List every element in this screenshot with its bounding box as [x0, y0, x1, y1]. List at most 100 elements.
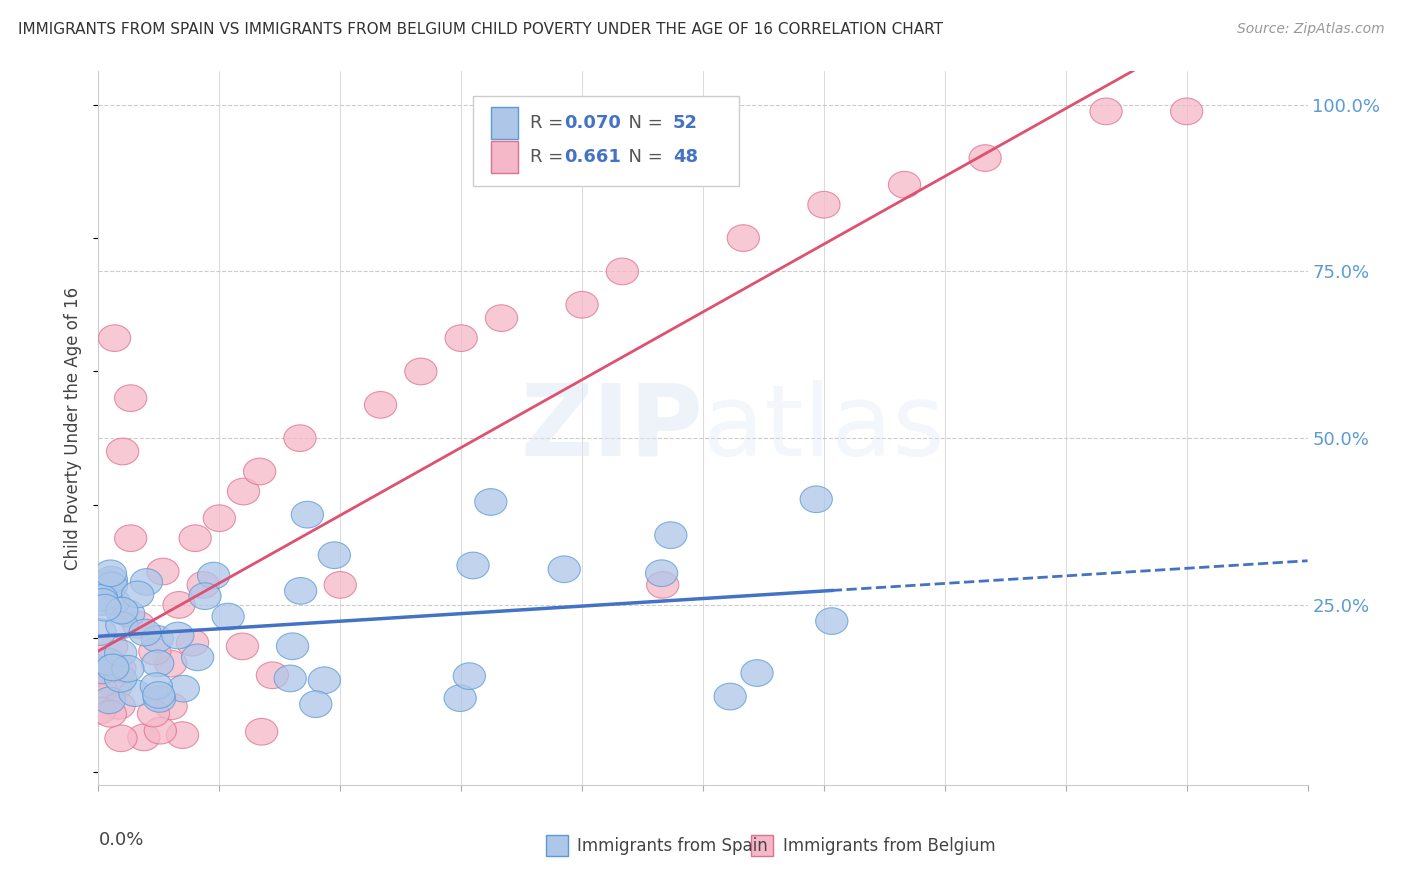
Ellipse shape [226, 633, 259, 660]
Ellipse shape [97, 588, 129, 615]
Ellipse shape [97, 654, 129, 681]
Ellipse shape [162, 623, 194, 648]
Ellipse shape [179, 524, 211, 551]
Ellipse shape [142, 650, 174, 677]
Ellipse shape [111, 656, 143, 682]
Bar [546, 835, 568, 856]
Text: Immigrants from Belgium: Immigrants from Belgium [783, 837, 995, 855]
Text: R =: R = [530, 148, 569, 166]
Ellipse shape [96, 633, 128, 660]
Text: Immigrants from Spain: Immigrants from Spain [578, 837, 768, 855]
Text: N =: N = [617, 148, 669, 166]
Ellipse shape [364, 392, 396, 418]
Ellipse shape [93, 570, 125, 597]
Ellipse shape [128, 724, 160, 751]
Ellipse shape [86, 584, 118, 611]
Ellipse shape [606, 258, 638, 285]
Ellipse shape [212, 603, 245, 630]
Ellipse shape [457, 552, 489, 579]
Ellipse shape [167, 675, 200, 702]
Ellipse shape [138, 700, 170, 727]
Ellipse shape [284, 577, 316, 604]
Ellipse shape [97, 654, 129, 681]
Ellipse shape [86, 677, 118, 704]
Ellipse shape [485, 305, 517, 332]
Ellipse shape [188, 582, 221, 609]
Ellipse shape [567, 292, 598, 318]
Text: atlas: atlas [703, 380, 945, 476]
Ellipse shape [91, 648, 124, 675]
Ellipse shape [155, 693, 187, 720]
Ellipse shape [446, 325, 477, 351]
Ellipse shape [655, 522, 688, 549]
Ellipse shape [741, 660, 773, 686]
Text: Source: ZipAtlas.com: Source: ZipAtlas.com [1237, 22, 1385, 37]
Ellipse shape [714, 683, 747, 710]
Ellipse shape [256, 662, 288, 689]
Ellipse shape [163, 591, 195, 618]
Ellipse shape [141, 673, 173, 699]
Ellipse shape [100, 674, 132, 701]
Ellipse shape [103, 692, 135, 719]
Ellipse shape [444, 685, 477, 712]
Ellipse shape [969, 145, 1001, 171]
Ellipse shape [104, 656, 136, 682]
Ellipse shape [104, 640, 136, 666]
Text: R =: R = [530, 114, 569, 132]
Bar [492, 141, 517, 173]
Ellipse shape [94, 560, 127, 587]
Ellipse shape [86, 657, 118, 684]
Ellipse shape [84, 619, 117, 645]
Ellipse shape [107, 438, 139, 465]
Ellipse shape [105, 725, 138, 752]
Ellipse shape [96, 573, 128, 599]
Ellipse shape [299, 691, 332, 717]
Text: ZIP: ZIP [520, 380, 703, 476]
Ellipse shape [1171, 98, 1202, 125]
Ellipse shape [93, 687, 125, 714]
Ellipse shape [96, 566, 128, 593]
Text: 0.0%: 0.0% [98, 831, 143, 849]
Y-axis label: Child Poverty Under the Age of 16: Child Poverty Under the Age of 16 [65, 286, 83, 570]
Ellipse shape [105, 598, 138, 624]
Text: 0.070: 0.070 [564, 114, 621, 132]
Ellipse shape [291, 501, 323, 528]
Bar [492, 107, 517, 139]
Ellipse shape [187, 572, 219, 599]
Ellipse shape [645, 560, 678, 587]
Ellipse shape [243, 458, 276, 485]
Ellipse shape [197, 562, 229, 589]
Ellipse shape [87, 589, 120, 615]
Ellipse shape [800, 486, 832, 513]
Text: 52: 52 [673, 114, 697, 132]
Ellipse shape [145, 717, 177, 744]
Ellipse shape [204, 505, 235, 532]
Ellipse shape [98, 325, 131, 351]
Ellipse shape [143, 686, 176, 712]
Ellipse shape [131, 568, 163, 595]
Ellipse shape [889, 171, 921, 198]
Ellipse shape [325, 572, 356, 599]
Ellipse shape [181, 644, 214, 671]
Text: N =: N = [617, 114, 669, 132]
Ellipse shape [129, 619, 162, 646]
Ellipse shape [308, 667, 340, 694]
Ellipse shape [1090, 98, 1122, 125]
Ellipse shape [808, 192, 839, 218]
Ellipse shape [815, 607, 848, 634]
Ellipse shape [166, 722, 198, 748]
Ellipse shape [274, 665, 307, 692]
Ellipse shape [453, 663, 485, 690]
Ellipse shape [727, 225, 759, 252]
Ellipse shape [548, 556, 581, 582]
Ellipse shape [228, 478, 260, 505]
Ellipse shape [122, 612, 155, 639]
Ellipse shape [112, 600, 145, 627]
Ellipse shape [89, 594, 121, 621]
Ellipse shape [141, 625, 173, 652]
Bar [751, 835, 773, 856]
Ellipse shape [475, 489, 508, 516]
Ellipse shape [105, 612, 138, 639]
Ellipse shape [118, 680, 150, 706]
FancyBboxPatch shape [474, 96, 740, 186]
